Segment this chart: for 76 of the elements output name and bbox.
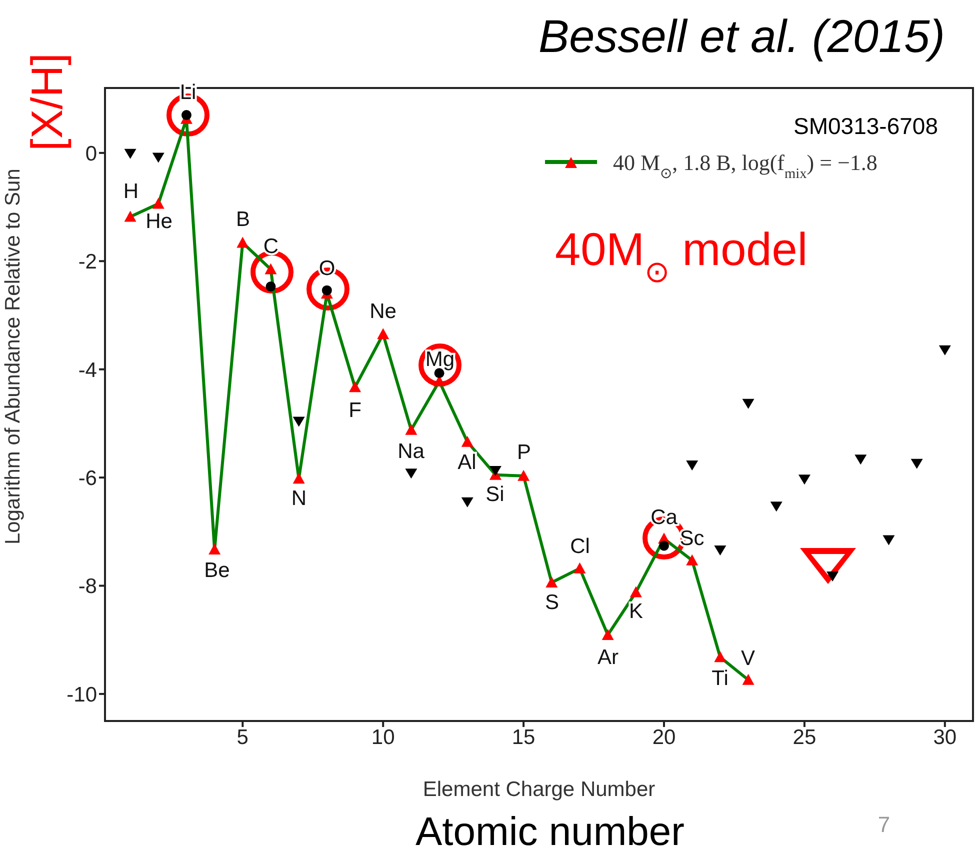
annotation: Ne xyxy=(370,300,396,323)
point xyxy=(124,210,136,222)
point xyxy=(938,345,951,356)
y-tick-label: -6 xyxy=(78,466,97,490)
text: 7 xyxy=(878,812,890,837)
point xyxy=(882,535,895,546)
annotation: Be xyxy=(204,559,230,582)
point xyxy=(854,454,867,465)
annotation: P xyxy=(516,441,532,464)
y-tick-label: -10 xyxy=(66,683,97,706)
point xyxy=(266,282,276,292)
point xyxy=(686,554,698,566)
annotation: Cl xyxy=(570,535,590,558)
annotation: S xyxy=(544,591,560,614)
point xyxy=(461,436,474,447)
annotation: Ti xyxy=(712,667,728,690)
annotation: Al xyxy=(458,451,476,474)
x-tick-label: 10 xyxy=(371,726,395,749)
x-tick-label: 25 xyxy=(792,726,816,749)
annotation: Na xyxy=(398,440,425,463)
point xyxy=(292,416,305,427)
x-axis-title: Element Charge Number xyxy=(422,778,656,801)
point xyxy=(714,651,726,662)
point xyxy=(742,398,754,409)
annotation: K xyxy=(628,600,644,623)
annotation: N xyxy=(291,487,307,510)
annotation: He xyxy=(146,210,172,233)
x-tick-label: 30 xyxy=(933,726,957,749)
point xyxy=(292,472,305,484)
point xyxy=(405,468,418,479)
point xyxy=(798,474,810,485)
text: [X/H] xyxy=(23,53,72,151)
annotation: Si xyxy=(486,483,504,506)
x-tick-label: 5 xyxy=(236,726,248,749)
point xyxy=(124,148,136,159)
point xyxy=(686,460,698,471)
point xyxy=(630,586,642,598)
point xyxy=(181,110,192,120)
point xyxy=(826,571,839,582)
point xyxy=(236,236,249,248)
annotation: H xyxy=(123,180,139,203)
y-axis-title: Logarithm of Abundance Relative to Sun xyxy=(1,168,24,544)
point xyxy=(208,543,221,554)
point xyxy=(489,466,502,476)
y-tick-label: -2 xyxy=(78,250,97,274)
point xyxy=(714,545,726,556)
point xyxy=(770,502,782,512)
point xyxy=(349,381,362,392)
point xyxy=(518,470,530,481)
text: Bessell et al. (2015) xyxy=(538,10,945,62)
annotation: Li xyxy=(180,81,196,104)
y-tick-label: -8 xyxy=(78,575,97,598)
annotation: Ar xyxy=(598,646,619,669)
annotation: V xyxy=(740,647,756,670)
point xyxy=(602,628,614,640)
y-tick-label: 0 xyxy=(85,142,97,166)
x-tick-label: 15 xyxy=(512,726,536,749)
point xyxy=(152,198,164,209)
annotation: B xyxy=(236,208,250,231)
annotation: F xyxy=(348,399,362,422)
annotation: SM0313-6708 xyxy=(794,113,938,139)
y-tick-label: -4 xyxy=(78,358,98,382)
point xyxy=(910,458,923,469)
annotation: 40M$_{⊙}$ model xyxy=(555,223,808,288)
point xyxy=(322,285,332,296)
point xyxy=(152,152,164,163)
point xyxy=(546,576,558,588)
point xyxy=(574,562,586,574)
x-tick-label: 20 xyxy=(652,726,676,749)
annotation: Mg xyxy=(425,348,455,371)
point xyxy=(377,328,390,340)
point xyxy=(742,674,754,685)
point xyxy=(461,497,474,508)
text: Atomic number xyxy=(416,810,684,851)
point xyxy=(405,424,418,435)
legend-label: 40 M$_{⊙}$, 1.8 B, log(f$_{mix}$) = −1.8 xyxy=(613,150,878,182)
